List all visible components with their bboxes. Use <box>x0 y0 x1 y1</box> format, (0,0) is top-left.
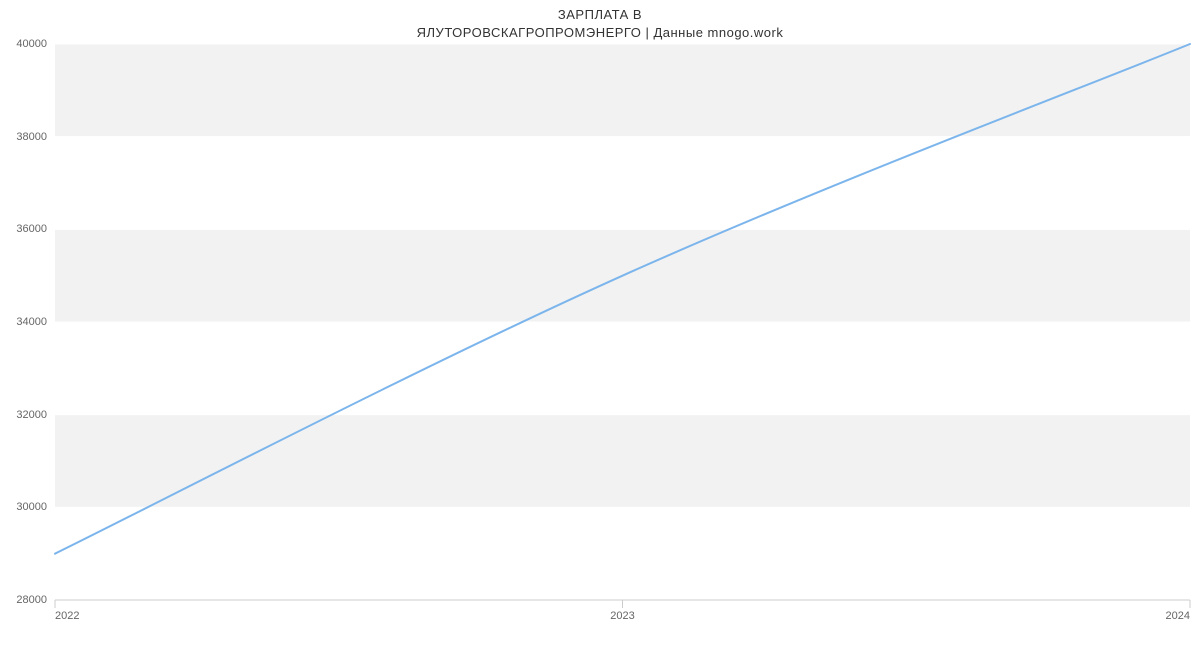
y-tick-label: 40000 <box>16 38 47 50</box>
y-tick-label: 34000 <box>16 316 47 328</box>
y-tick-label: 32000 <box>16 409 47 421</box>
line-chart: ЗАРПЛАТА В ЯЛУТОРОВСКАГРОПРОМЭНЕРГО | Да… <box>0 0 1200 650</box>
y-tick-label: 38000 <box>16 131 47 143</box>
chart-plot-area <box>0 0 1200 650</box>
y-tick-label: 36000 <box>16 223 47 235</box>
x-tick-label: 2024 <box>1166 610 1190 622</box>
y-tick-label: 30000 <box>16 501 47 513</box>
x-tick-label: 2023 <box>610 610 634 622</box>
x-tick-label: 2022 <box>55 610 79 622</box>
y-tick-label: 28000 <box>16 594 47 606</box>
